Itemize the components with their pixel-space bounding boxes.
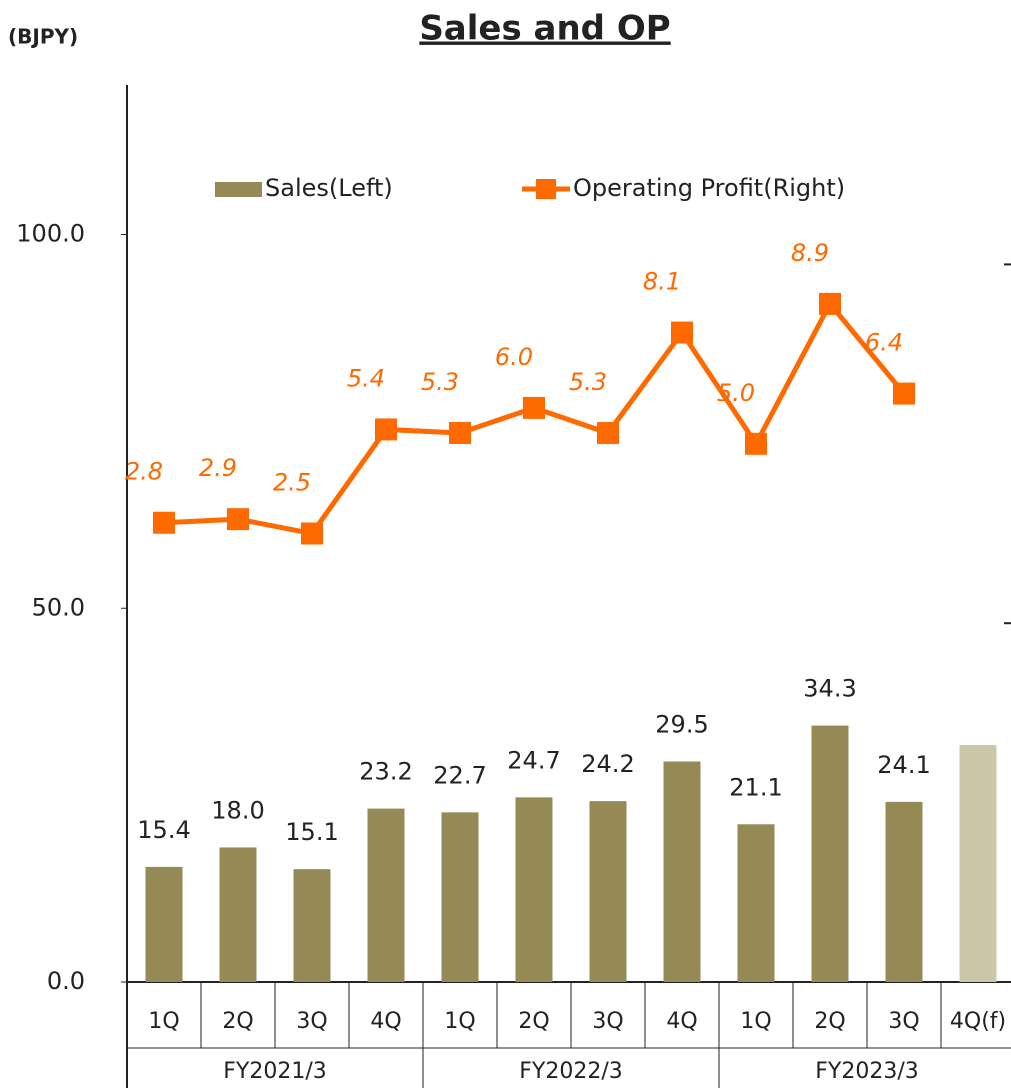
- x-tick-label: 2Q: [518, 1009, 549, 1034]
- line-marker: [597, 422, 619, 445]
- line-value-label: 2.5: [273, 469, 311, 497]
- bar: [219, 847, 257, 982]
- bar: [811, 725, 849, 982]
- line-marker: [819, 292, 841, 315]
- line-marker: [523, 396, 545, 419]
- y-tick-label: 0.0: [47, 967, 85, 995]
- bar-value-label: 29.5: [655, 710, 708, 738]
- line-value-label: 5.0: [717, 379, 755, 407]
- line-marker: [375, 418, 397, 441]
- bar-value-label: 24.7: [507, 746, 560, 774]
- line-marker: [227, 508, 249, 531]
- bar-value-label: 18.0: [211, 796, 264, 824]
- line-marker: [449, 422, 471, 445]
- bar-value-label: 23.2: [359, 758, 412, 786]
- y-tick-label: 100.0: [16, 220, 85, 248]
- x-tick-label: 3Q: [592, 1009, 623, 1034]
- legend-swatch: [215, 182, 262, 197]
- bar: [515, 797, 553, 982]
- line-value-label: 8.9: [791, 239, 829, 267]
- x-tick-label: 2Q: [814, 1009, 845, 1034]
- y-unit: (BJPY): [8, 25, 78, 49]
- legend-label: Sales(Left): [265, 174, 393, 202]
- bar: [589, 801, 627, 982]
- line-value-label: 2.9: [199, 454, 237, 482]
- group-label: FY2023/3: [815, 1059, 919, 1084]
- line-value-label: 8.1: [643, 268, 681, 296]
- x-tick-label: 2Q: [222, 1009, 253, 1034]
- x-tick-label: 3Q: [888, 1009, 919, 1034]
- bar: [737, 824, 775, 982]
- bar-value-label: 21.1: [729, 773, 782, 801]
- x-tick-label: 4Q: [370, 1009, 401, 1034]
- bar-value-label: 34.3: [803, 675, 856, 703]
- x-tick-label: 3Q: [296, 1009, 327, 1034]
- line-marker: [893, 382, 915, 405]
- line-marker: [301, 522, 323, 545]
- x-tick-label: 4Q(f): [950, 1009, 1006, 1034]
- bar-value-label: 15.1: [285, 818, 338, 846]
- bar: [145, 866, 183, 982]
- group-label: FY2022/3: [519, 1059, 623, 1084]
- bar-value-label: 15.4: [137, 816, 190, 844]
- bar: [959, 745, 997, 982]
- bar-value-label: 22.7: [433, 761, 486, 789]
- bar: [367, 808, 405, 982]
- line-value-label: 2.8: [125, 458, 163, 486]
- legend-marker: [536, 179, 556, 199]
- bar: [885, 801, 923, 982]
- y-tick-label: 50.0: [32, 593, 85, 621]
- line-value-label: 6.0: [495, 343, 533, 371]
- line-value-label: 5.4: [347, 364, 385, 392]
- legend-label: Operating Profit(Right): [573, 174, 845, 202]
- bar: [293, 869, 331, 982]
- line-marker: [153, 511, 175, 534]
- bar-value-label: 24.1: [877, 751, 930, 779]
- chart-title: Sales and OP: [419, 9, 670, 49]
- x-tick-label: 1Q: [740, 1009, 771, 1034]
- x-tick-label: 1Q: [148, 1009, 179, 1034]
- bar-value-label: 24.2: [581, 750, 634, 778]
- group-label: FY2021/3: [223, 1059, 327, 1084]
- line-value-label: 5.3: [569, 368, 607, 396]
- bar: [663, 761, 701, 982]
- line-marker: [745, 432, 767, 455]
- line-value-label: 6.4: [865, 329, 903, 357]
- line-marker: [671, 321, 693, 344]
- x-tick-label: 1Q: [444, 1009, 475, 1034]
- line-value-label: 5.3: [421, 368, 459, 396]
- x-tick-label: 4Q: [666, 1009, 697, 1034]
- bar: [441, 812, 479, 982]
